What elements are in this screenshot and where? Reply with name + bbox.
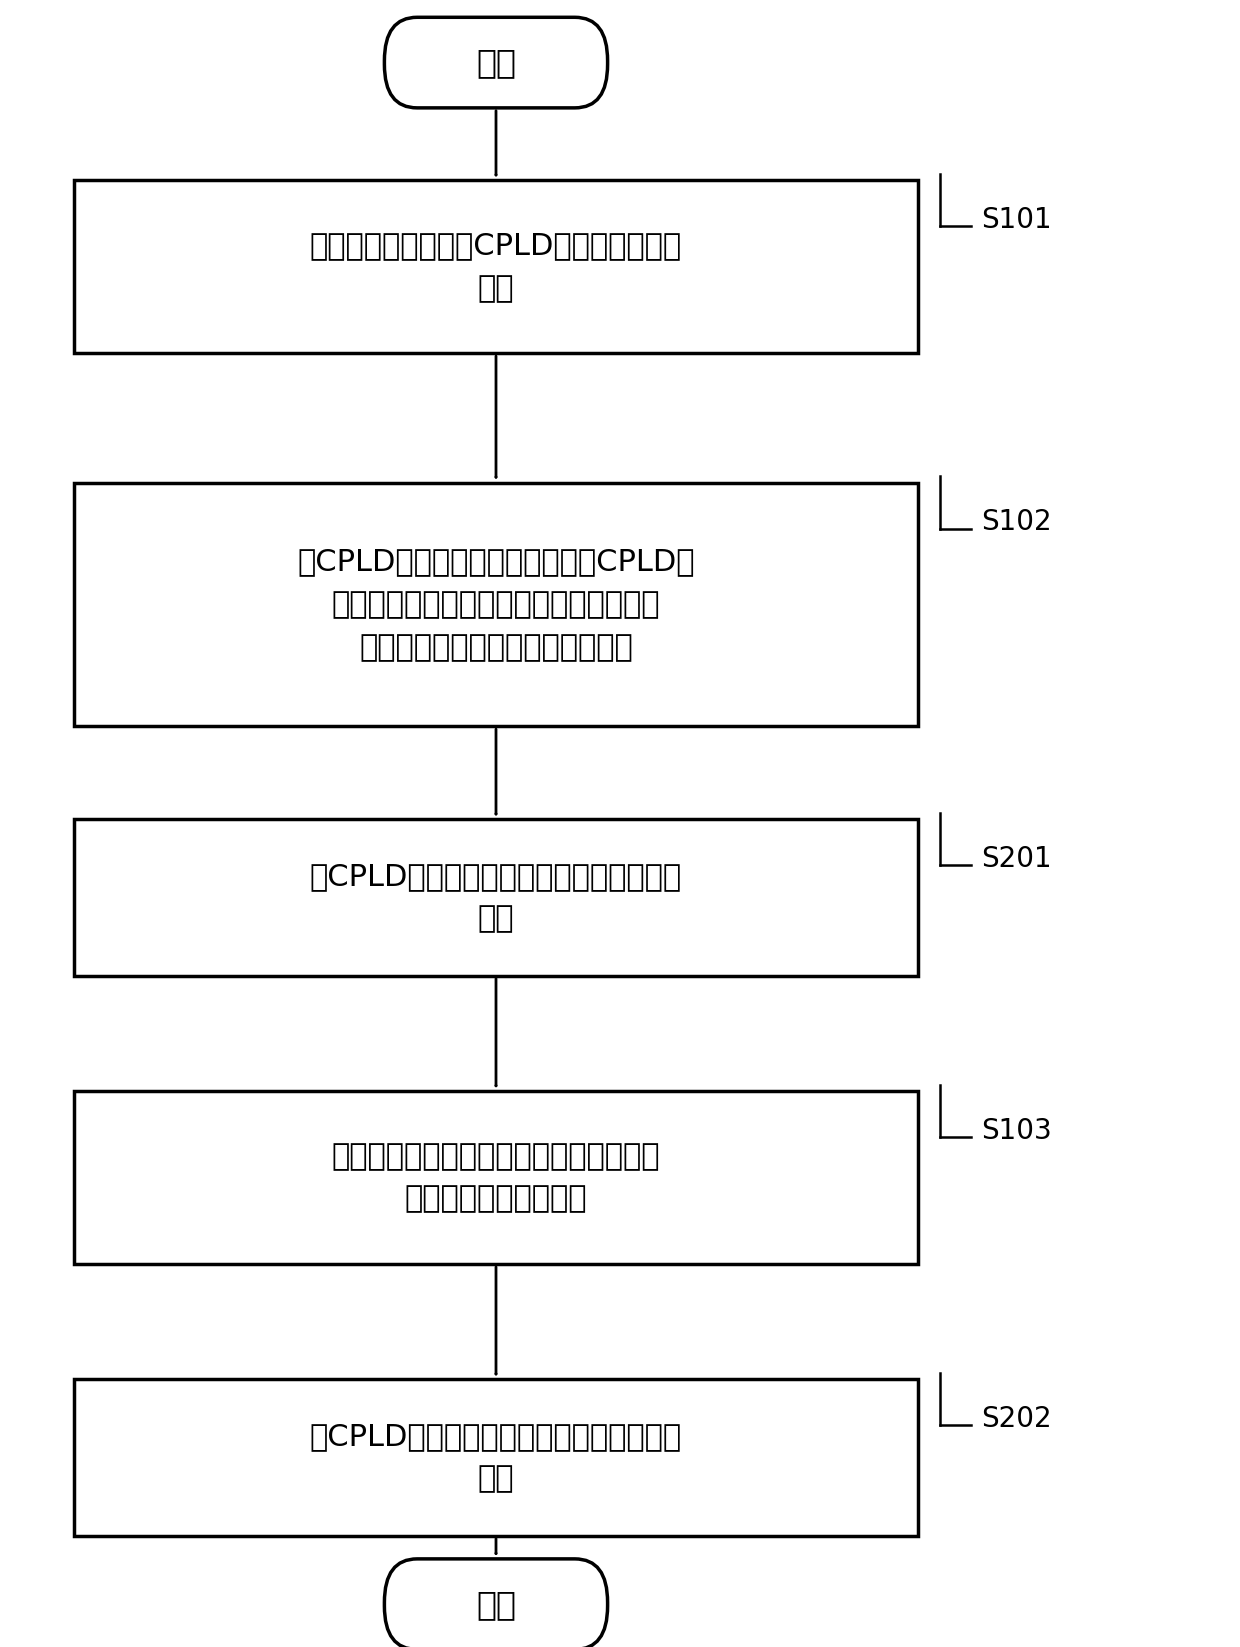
Text: 开始: 开始 xyxy=(476,46,516,79)
Text: S201: S201 xyxy=(981,845,1052,873)
Text: 结束: 结束 xyxy=(476,1588,516,1621)
Bar xyxy=(74,1092,918,1265)
Bar xyxy=(74,1379,918,1535)
Text: 向CPLD发送关机命令以使控制待测服务器
关机: 向CPLD发送关机命令以使控制待测服务器 关机 xyxy=(310,1421,682,1494)
Bar xyxy=(74,483,918,726)
Text: 向CPLD发送开机命令以使控制待测服务器
开机: 向CPLD发送开机命令以使控制待测服务器 开机 xyxy=(310,861,682,934)
Text: S202: S202 xyxy=(981,1405,1052,1433)
Text: 预先向待测服务器的CPLD中写入电源选通
逻辑: 预先向待测服务器的CPLD中写入电源选通 逻辑 xyxy=(310,231,682,303)
Text: 向CPLD发送电源选通命令，以使CPLD根
据与电源选通命令对应的电源连接设置选
通待测电源组与电源指示信号引脚: 向CPLD发送电源选通命令，以使CPLD根 据与电源选通命令对应的电源连接设置选… xyxy=(298,547,694,662)
Bar xyxy=(74,819,918,975)
FancyBboxPatch shape xyxy=(384,1558,608,1647)
Text: S103: S103 xyxy=(981,1117,1052,1145)
Text: 在待测服务器开机后，接收并输出电源指
示信号引脚的输出信号: 在待测服务器开机后，接收并输出电源指 示信号引脚的输出信号 xyxy=(332,1141,660,1214)
FancyBboxPatch shape xyxy=(384,16,608,109)
Text: S101: S101 xyxy=(981,206,1052,234)
Text: S102: S102 xyxy=(981,507,1052,537)
Bar xyxy=(74,181,918,354)
